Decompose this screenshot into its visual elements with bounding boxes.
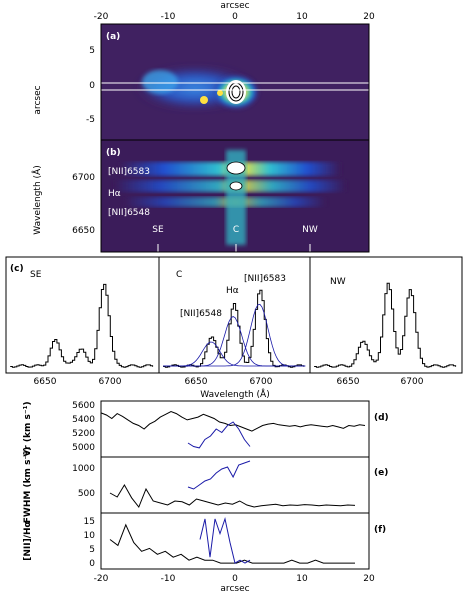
bottom-tick-label: -20 — [94, 574, 109, 584]
panel-d: (d) Vr (km s⁻¹) 5600 5400 5200 5000 — [23, 400, 389, 458]
c-annotation: [NII]6548 — [180, 309, 222, 319]
line-profile — [314, 282, 457, 368]
panel-d-ylabel: Vr (km s⁻¹) — [23, 401, 33, 456]
nii6548-emission — [125, 197, 325, 207]
panel-e-ylabel: FWHM (km s⁻¹) — [23, 447, 33, 523]
panel-e-frame — [100, 456, 370, 514]
panel-f-tag: (f) — [374, 525, 386, 535]
ratio-curves — [109, 517, 355, 564]
galaxy-knot — [200, 96, 208, 104]
nuclear-continuum — [226, 150, 246, 245]
panel-b-ytick: 6650 — [72, 226, 95, 236]
series-line-black — [109, 523, 355, 564]
panel-a: (a) arcsec 5 0 -5 — [33, 23, 370, 141]
position-label: SE — [152, 225, 164, 235]
c-xtick: 6700 — [250, 377, 273, 387]
vr-curves — [100, 410, 366, 449]
subpanel-label: C — [176, 270, 182, 280]
bottom-tick-label: 10 — [296, 574, 308, 584]
panel-a-ytick: 5 — [89, 46, 95, 56]
panel-c-frame — [5, 256, 463, 374]
panel-d-ytick: 5000 — [72, 443, 95, 453]
top-tick-label: -10 — [161, 12, 176, 22]
nucleus-line-peak — [229, 181, 243, 191]
panel-f-ytick: 0 — [89, 559, 95, 569]
panel-a-ytick: 0 — [89, 81, 95, 91]
panel-a-ytick: -5 — [86, 115, 95, 125]
panel-f-ytick: 5 — [89, 545, 95, 555]
top-axis: arcsec -20 -10 0 10 20 — [94, 1, 375, 22]
panel-d-tag: (d) — [374, 413, 389, 423]
bottom-axis-label: arcsec — [220, 584, 249, 594]
galaxy-knot — [217, 90, 223, 96]
series-line-blue — [187, 421, 251, 449]
panel-a-ylabel: arcsec — [33, 85, 43, 114]
line-profile — [10, 283, 154, 368]
position-label: C — [233, 225, 239, 235]
top-axis-label: arcsec — [220, 1, 249, 11]
c-xtick: 6700 — [401, 377, 424, 387]
galaxy-knot — [142, 70, 178, 94]
panel-f-ytick: 10 — [84, 531, 96, 541]
top-tick-label: 20 — [363, 12, 375, 22]
panel-b: (b) [NII]6583 Hα [NII]6548 SE C NW Wavel… — [31, 139, 370, 253]
panel-d-ytick: 5400 — [72, 415, 95, 425]
panel-f: (f) [NII]/Hα 15 10 5 0 — [23, 512, 386, 570]
top-tick-label: 10 — [296, 12, 308, 22]
panel-b-tag: (b) — [106, 148, 121, 158]
panel-e-ytick: 1000 — [72, 464, 95, 474]
line-label: Hα — [108, 189, 121, 199]
panel-b-ylabel: Wavelength (Å) — [31, 165, 43, 234]
subpanel-label: NW — [330, 277, 346, 287]
panel-a-tag: (a) — [106, 32, 120, 42]
c-xtick: 6650 — [185, 377, 208, 387]
panel-d-frame — [100, 400, 370, 458]
panel-e-ytick: 500 — [78, 489, 95, 499]
c-xtick: 6650 — [34, 377, 57, 387]
panel-d-ytick: 5600 — [72, 401, 95, 411]
panel-b-ytick: 6700 — [72, 173, 95, 183]
panel-f-ylabel: [NII]/Hα — [23, 521, 33, 560]
panel-c-xlabel: Wavelength (Å) — [200, 388, 269, 400]
top-tick-label: -20 — [94, 12, 109, 22]
line-label: [NII]6583 — [108, 167, 150, 177]
panel-b-frame — [100, 139, 370, 253]
bottom-tick-label: 20 — [363, 574, 375, 584]
subpanel-label: SE — [30, 270, 42, 280]
bottom-tick-label: 0 — [232, 574, 238, 584]
panel-d-ytick: 5200 — [72, 429, 95, 439]
series-line-black — [100, 410, 366, 432]
nucleus-line-peak — [226, 161, 246, 175]
gaussian-component — [163, 341, 306, 367]
series-line-black — [109, 484, 356, 508]
panel-e: (e) FWHM (km s⁻¹) 1000 500 — [23, 447, 388, 523]
panel-f-ytick: 15 — [84, 517, 95, 527]
bottom-tick-label: -10 — [161, 574, 176, 584]
line-profiles — [10, 282, 457, 368]
contour-line — [231, 85, 241, 99]
panel-f-frame — [100, 512, 370, 570]
position-label: NW — [302, 225, 318, 235]
line-label: [NII]6548 — [108, 208, 150, 218]
series-line-blue — [187, 460, 251, 490]
c-xtick: 6700 — [99, 377, 122, 387]
bottom-axis: -20 -10 0 10 20 arcsec — [94, 574, 375, 594]
c-annotation: [NII]6583 — [244, 274, 286, 284]
series-line-blue — [199, 517, 251, 564]
top-tick-label: 0 — [232, 12, 238, 22]
panel-c: (c) SE C NW [NII]6583 Hα [NII]6548 6650 … — [5, 256, 463, 400]
panel-c-tag: (c) — [10, 264, 24, 274]
c-annotation: Hα — [226, 286, 239, 296]
fwhm-curves — [109, 460, 356, 508]
c-xtick: 6650 — [337, 377, 360, 387]
panel-e-tag: (e) — [374, 468, 388, 478]
